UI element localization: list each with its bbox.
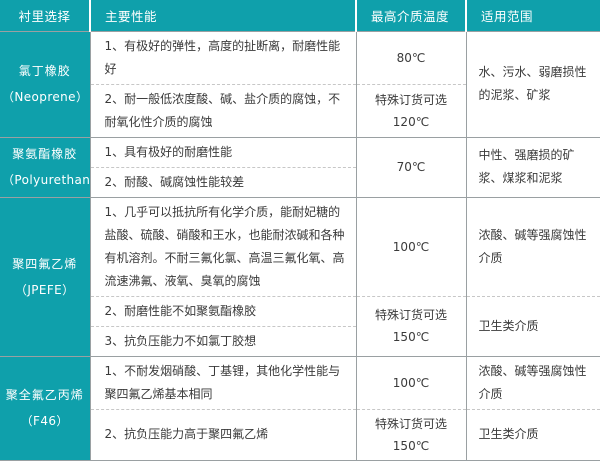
performance-cell: 2、耐酸、碱腐蚀性能较差 — [89, 166, 357, 198]
performance-cell: 2、耐一般低浓度酸、碱、盐介质的腐蚀，不耐氧化性介质的腐蚀 — [89, 83, 357, 138]
material-name-cn: 聚氨酯橡胶 — [12, 147, 78, 161]
table-row: 聚氨酯橡胶 （Polyurethane） 1、具有极好的耐磨性能 70℃ 中性、… — [0, 136, 600, 198]
temperature-cell: 100℃ — [355, 356, 467, 410]
table-header: 衬里选择 主要性能 最高介质温度 适用范围 — [0, 0, 600, 31]
table-body: 氯丁橡胶 （Neoprene） 1、有极好的弹性，高度的扯断离，耐磨性能好 80… — [0, 30, 600, 461]
performance-cell: 2、耐磨性能不如聚氨酯橡胶 — [89, 295, 357, 327]
temperature-cell: 特殊订货可选 150℃ — [355, 408, 467, 461]
performance-cell: 1、有极好的弹性，高度的扯断离，耐磨性能好 — [89, 30, 357, 85]
column-header-performance: 主要性能 — [89, 0, 356, 31]
application-cell: 浓酸、碱等强腐蚀性介质 — [465, 356, 600, 410]
application-cell: 水、污水、弱磨损性的泥浆、矿浆 — [465, 30, 600, 138]
temperature-line-1: 特殊订货可选 — [374, 416, 447, 431]
material-name-cn: 氯丁橡胶 — [18, 64, 71, 78]
material-cell-jpefe: 聚四氟乙烯 （JPEFE） — [0, 196, 91, 357]
material-cell-polyurethane: 聚氨酯橡胶 （Polyurethane） — [0, 136, 111, 198]
material-cell-f46: 聚全氟乙丙烯 （F46） — [0, 355, 91, 461]
performance-cell: 1、具有极好的耐磨性能 — [89, 137, 357, 168]
temperature-cell: 100℃ — [355, 197, 467, 297]
temperature-cell: 特殊订货可选 150℃ — [355, 295, 467, 357]
material-name-en: （F46） — [20, 414, 69, 428]
temperature-line-2: 120℃ — [392, 114, 430, 129]
table-row: 聚四氟乙烯 （JPEFE） 1、几乎可以抵抗所有化学介质，能耐妃糖的盐酸、硫酸、… — [0, 196, 600, 357]
temperature-line-1: 特殊订货可选 — [374, 308, 447, 322]
column-header-temperature: 最高介质温度 — [355, 0, 466, 31]
material-name-en: （Polyurethane） — [2, 173, 111, 187]
column-header-material: 衬里选择 — [0, 0, 90, 31]
material-name-en: （JPEFE） — [14, 282, 75, 297]
temperature-cell: 70℃ — [355, 137, 467, 198]
material-name-cn: 聚四氟乙烯 — [12, 256, 78, 271]
table-row: 3、抗负压能力不如氯丁胶想 — [0, 325, 600, 357]
table-header-row: 衬里选择 主要性能 最高介质温度 适用范围 — [0, 0, 600, 31]
material-name-cn: 聚全氟乙丙烯 — [5, 388, 84, 402]
column-header-application: 适用范围 — [465, 0, 600, 31]
table-row: 聚全氟乙丙烯 （F46） 1、不耐发烟硝酸、丁基锂，其他化学性能与聚四氟乙烯基本… — [0, 355, 600, 461]
application-cell: 中性、强磨损的矿浆、煤浆和泥浆 — [465, 137, 600, 198]
temperature-line-2: 150℃ — [392, 438, 430, 453]
temperature-line-2: 150℃ — [392, 330, 430, 344]
table-row: 氯丁橡胶 （Neoprene） 1、有极好的弹性，高度的扯断离，耐磨性能好 80… — [0, 30, 600, 138]
table-row: 2、耐磨性能不如聚氨酯橡胶 特殊订货可选 150℃ 卫生类介质 — [0, 295, 600, 357]
application-cell: 卫生类介质 — [465, 295, 600, 357]
material-name-en: （Neoprene） — [2, 90, 89, 104]
table-row: 2、耐一般低浓度酸、碱、盐介质的腐蚀，不耐氧化性介质的腐蚀 特殊订货可选 120… — [0, 83, 600, 138]
application-cell: 浓酸、碱等强腐蚀性介质 — [465, 197, 600, 297]
performance-cell: 3、抗负压能力不如氯丁胶想 — [89, 325, 357, 357]
application-cell: 卫生类介质 — [465, 408, 600, 461]
performance-cell: 2、抗负压能力高于聚四氟乙烯 — [89, 408, 357, 461]
performance-cell: 1、几乎可以抵抗所有化学介质，能耐妃糖的盐酸、硫酸、硝酸和王水，也能耐浓碱和各种… — [89, 197, 357, 297]
temperature-cell: 特殊订货可选 120℃ — [355, 83, 467, 138]
performance-cell: 1、不耐发烟硝酸、丁基锂，其他化学性能与聚四氟乙烯基本相同 — [89, 356, 357, 410]
temperature-line-1: 特殊订货可选 — [374, 92, 447, 107]
table-row: 2、抗负压能力高于聚四氟乙烯 特殊订货可选 150℃ 卫生类介质 — [0, 408, 600, 461]
table-row: 2、耐酸、碱腐蚀性能较差 — [0, 166, 600, 198]
material-cell-neoprene: 氯丁橡胶 （Neoprene） — [0, 30, 91, 138]
temperature-cell: 80℃ — [355, 30, 467, 85]
